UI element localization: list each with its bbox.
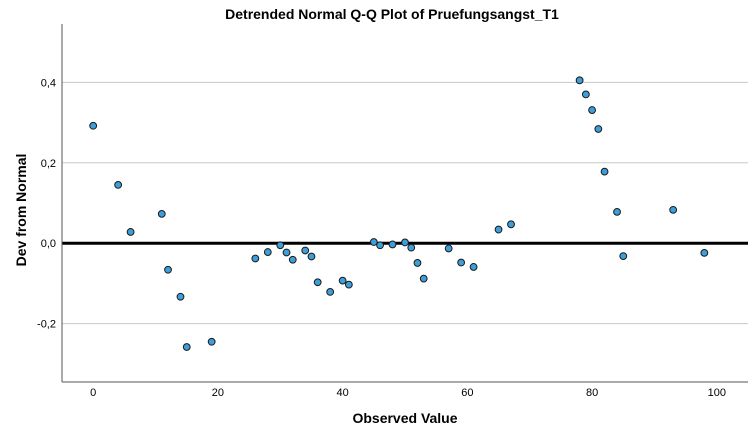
data-point (575, 76, 584, 85)
x-tick-label: 60 (461, 387, 473, 399)
data-point (401, 238, 409, 247)
data-point (600, 167, 609, 176)
x-tick-label: 40 (337, 387, 349, 399)
data-points (89, 76, 709, 351)
data-point (494, 225, 503, 234)
x-tick-label: 20 (212, 387, 224, 399)
x-tick-labels: 0 20 40 60 80 100 (90, 387, 726, 399)
x-tick-label: 0 (90, 387, 96, 399)
data-point (507, 220, 515, 229)
data-point (307, 252, 316, 261)
data-point (457, 258, 466, 267)
data-point (594, 125, 603, 133)
plot-area (62, 24, 748, 382)
x-tick-label: 100 (708, 387, 726, 399)
data-point (388, 240, 397, 249)
data-point (164, 265, 172, 274)
data-point (263, 248, 272, 256)
data-point (613, 207, 621, 216)
data-point (376, 241, 384, 250)
data-point (114, 180, 123, 189)
data-point (407, 243, 416, 252)
data-point (282, 248, 291, 257)
data-point (444, 244, 453, 253)
data-point (369, 238, 378, 246)
y-axis-title: Dev from Normal (13, 154, 29, 267)
data-point (326, 287, 335, 296)
data-point (669, 205, 678, 214)
data-point (581, 90, 590, 99)
data-point (313, 278, 322, 287)
chart-title: Detrended Normal Q-Q Plot of Pruefungsan… (225, 6, 559, 22)
data-point (619, 252, 628, 260)
data-point (89, 121, 98, 130)
y-tick-label: 0,2 (41, 158, 56, 170)
data-point (301, 246, 310, 255)
data-point (207, 337, 216, 346)
y-tick-label: -0,2 (37, 319, 56, 331)
data-point (413, 259, 422, 267)
y-tick-label: 0,0 (41, 238, 56, 250)
axes (61, 24, 748, 383)
data-point (344, 280, 353, 289)
x-tick-label: 80 (586, 387, 598, 399)
data-point (157, 209, 166, 218)
data-point (338, 276, 347, 285)
data-point (288, 255, 297, 264)
y-tick-label: 0,4 (41, 77, 56, 89)
data-point (176, 292, 185, 301)
data-point (126, 228, 135, 236)
y-tick-labels: 0,4 0,2 0,0 -0,2 (37, 77, 56, 330)
grid-lines (62, 81, 748, 325)
data-point (700, 248, 709, 257)
data-point (469, 263, 478, 271)
data-point (419, 274, 428, 283)
data-point (251, 254, 260, 263)
x-axis-title: Observed Value (352, 410, 457, 426)
data-point (182, 343, 191, 351)
data-point (276, 241, 285, 250)
data-point (588, 106, 596, 114)
